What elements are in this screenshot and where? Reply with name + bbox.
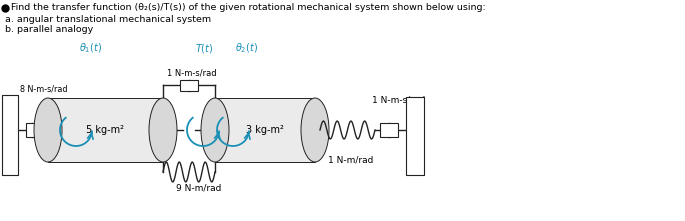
Text: 5 kg-m²: 5 kg-m² — [86, 125, 125, 135]
Text: $\theta_2(t)$: $\theta_2(t)$ — [235, 41, 258, 55]
Bar — [180, 80, 198, 91]
Bar — [2, 95, 18, 175]
Text: 1 N-m/rad: 1 N-m/rad — [328, 156, 373, 164]
Bar — [26, 123, 40, 137]
Text: a. angular translational mechanical system: a. angular translational mechanical syst… — [5, 15, 211, 23]
Text: Find the transfer function (θ₂(s)/T(s)) of the given rotational mechanical syste: Find the transfer function (θ₂(s)/T(s)) … — [11, 4, 486, 13]
Ellipse shape — [34, 98, 62, 162]
Bar — [48, 98, 163, 162]
Ellipse shape — [149, 98, 177, 162]
Text: 9 N-m/rad: 9 N-m/rad — [176, 183, 221, 192]
Bar — [215, 98, 315, 162]
Text: 8 N-m-s/rad: 8 N-m-s/rad — [20, 84, 68, 93]
Text: 1 N-m-s/rad: 1 N-m-s/rad — [372, 95, 425, 105]
Bar — [406, 97, 424, 175]
Text: $\theta_1(t)$: $\theta_1(t)$ — [79, 41, 102, 55]
Ellipse shape — [301, 98, 329, 162]
Bar — [380, 123, 398, 137]
Text: b. parallel analogy: b. parallel analogy — [5, 25, 93, 34]
Ellipse shape — [201, 98, 229, 162]
Text: 3 kg-m²: 3 kg-m² — [246, 125, 284, 135]
Text: $T(t)$: $T(t)$ — [195, 42, 214, 55]
Text: 1 N-m-s/rad: 1 N-m-s/rad — [167, 69, 216, 78]
